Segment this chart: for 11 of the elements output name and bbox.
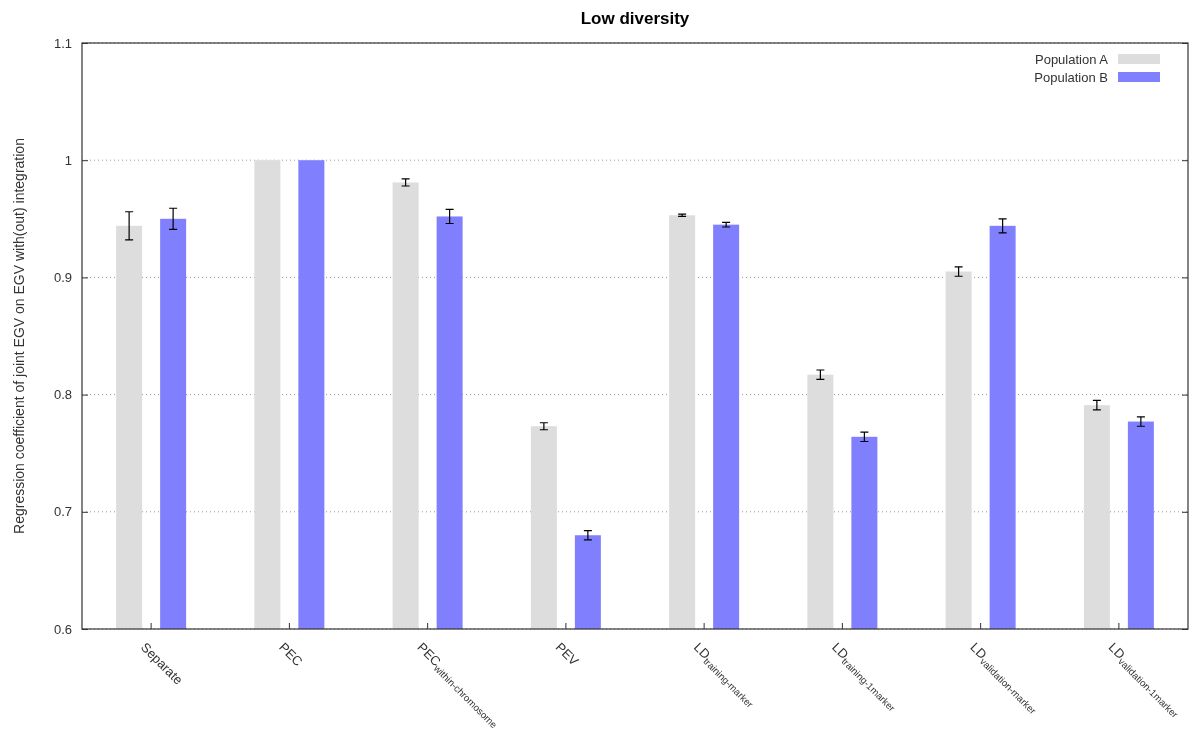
legend-label: Population B [1034,70,1108,85]
y-tick-label: 0.7 [53,504,72,520]
y-tick-label: 0.8 [53,387,72,403]
x-tick-label: PEV [552,639,583,669]
y-tick-label: 1.1 [53,35,72,51]
chart-title: Low diversity [580,9,690,28]
legend-label: Population A [1034,52,1109,67]
y-tick-label: 0.6 [53,621,72,637]
y-tick-label: 0.9 [53,270,72,286]
y-axis-title: Regression coefficient of joint EGV on EGV with(out) integration [11,138,27,534]
y-tick-label: 1 [64,152,72,168]
